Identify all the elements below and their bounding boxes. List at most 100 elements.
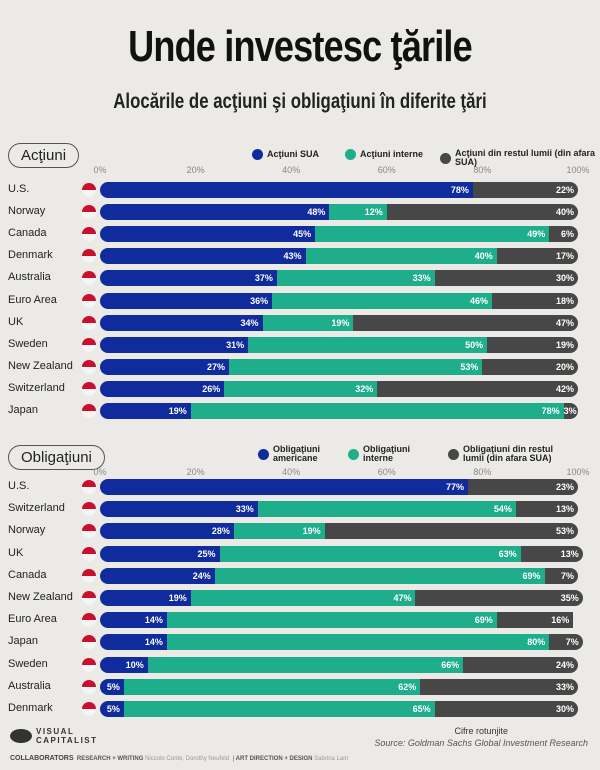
rest-segment: 24%: [463, 656, 578, 673]
us-segment: 24%: [100, 567, 215, 584]
domestic-segment: 78%: [190, 403, 564, 419]
us-segment: 33%: [100, 501, 258, 518]
flag-icon: [82, 271, 96, 286]
domestic-segment: 63%: [219, 545, 521, 562]
rest-segment: 13%: [515, 501, 578, 518]
rest-segment: 16%: [496, 612, 574, 629]
domestic-segment: 49%: [315, 226, 550, 243]
domestic-segment: 62%: [123, 678, 421, 695]
legend-label: Acţiuni SUA: [267, 149, 320, 159]
source: Source: Goldman Sachs Global Investment …: [374, 738, 588, 748]
country-label: Japan: [8, 635, 38, 648]
flag-icon: [82, 293, 96, 308]
legend-item: Obligaţiuni interne: [348, 445, 415, 463]
rest-segment: 53%: [324, 523, 578, 540]
rest-segment: 47%: [353, 314, 578, 331]
tick-label: 80%: [473, 165, 492, 175]
flag-icon: [82, 480, 96, 494]
research-label: RESEARCH + WRITING: [76, 756, 144, 762]
rest-segment: 40%: [386, 204, 578, 221]
us-segment: 5%: [100, 678, 124, 695]
domestic-segment: 33%: [276, 270, 435, 287]
country-label: Denmark: [8, 249, 53, 262]
legend-item: Acţiuni din restul lumii (din afara SUA): [440, 149, 600, 167]
logo: VISUAL CAPITALIST: [10, 727, 96, 745]
domestic-segment: 40%: [305, 248, 497, 265]
design-label: ART DIRECTION + DESIGN: [235, 756, 313, 762]
us-segment: 14%: [100, 612, 167, 629]
flag-icon: [82, 524, 96, 539]
tick-label: 100%: [566, 467, 590, 477]
rest-segment: 23%: [468, 479, 578, 495]
legend-swatch: [345, 149, 356, 160]
country-label: Australia: [8, 271, 51, 284]
domestic-segment: 47%: [190, 590, 416, 606]
legend-label: Acţiuni din restul lumii (din afara SUA): [455, 148, 596, 167]
section-label: Obligaţiuni: [8, 445, 105, 470]
us-segment: 36%: [100, 292, 273, 309]
flag-icon: [82, 657, 96, 672]
tick-label: 100%: [566, 165, 590, 175]
tick-label: 80%: [473, 467, 492, 477]
legend-label: Obligaţiuni americane: [273, 444, 320, 463]
rest-segment: 30%: [434, 701, 578, 717]
country-label: U.S.: [8, 480, 30, 492]
flag-icon: [82, 613, 96, 628]
rest-segment: 20%: [482, 358, 578, 375]
rest-segment: 35%: [415, 590, 583, 606]
tick-label: 0%: [93, 467, 107, 477]
country-label: Norway: [8, 205, 46, 218]
tick-label: 20%: [186, 467, 205, 477]
flag-icon: [82, 591, 96, 605]
credits: COLLABORATORS RESEARCH + WRITING Niccolo…: [10, 755, 349, 762]
tick-label: 20%: [186, 165, 205, 175]
rest-segment: 33%: [420, 678, 578, 695]
us-segment: 28%: [100, 523, 234, 540]
domestic-segment: 19%: [233, 523, 325, 540]
flag-icon: [82, 205, 96, 220]
rest-segment: 7%: [549, 634, 583, 651]
domestic-segment: 54%: [257, 501, 516, 518]
tick-label: 60%: [377, 467, 396, 477]
rounding-note: Cifre rotunjite: [454, 726, 508, 736]
domestic-segment: 65%: [123, 701, 435, 717]
domestic-segment: 66%: [147, 656, 464, 673]
domestic-segment: 32%: [224, 380, 378, 397]
legend-item: Acţiuni interne: [345, 149, 423, 160]
legend-label: Obligaţiuni interne: [363, 444, 410, 463]
country-label: New Zealand: [8, 591, 73, 603]
legend-item: Obligaţiuni americane: [258, 445, 325, 463]
us-segment: 26%: [100, 380, 225, 397]
flag-icon: [82, 568, 96, 583]
rest-segment: 30%: [434, 270, 578, 287]
flag-icon: [82, 502, 96, 517]
title: Unde investesc ţările: [128, 22, 473, 71]
subtitle: Alocările de acţiuni şi obligaţiuni în d…: [113, 90, 487, 113]
design-names: Sabrina Lam: [314, 756, 349, 762]
flag-icon: [82, 249, 96, 264]
us-segment: 25%: [100, 545, 220, 562]
legend-swatch: [252, 149, 263, 160]
domestic-segment: 12%: [329, 204, 387, 221]
country-label: Sweden: [8, 657, 48, 670]
flag-icon: [82, 404, 96, 418]
us-segment: 78%: [100, 182, 473, 198]
country-label: Norway: [8, 524, 46, 537]
us-segment: 10%: [100, 656, 148, 673]
flag-icon: [82, 315, 96, 330]
legend-swatch: [348, 448, 359, 460]
domestic-segment: 80%: [166, 634, 550, 651]
country-label: U.S.: [8, 183, 30, 195]
rest-segment: 17%: [496, 248, 578, 265]
tick-label: 0%: [93, 165, 107, 175]
us-segment: 14%: [100, 634, 167, 651]
rest-segment: 42%: [377, 380, 578, 397]
legend-swatch: [258, 448, 269, 460]
country-label: Sweden: [8, 337, 48, 350]
us-segment: 31%: [100, 336, 249, 353]
legend-label: Acţiuni interne: [360, 149, 424, 159]
flag-icon: [82, 227, 96, 242]
flag-icon: [82, 702, 96, 716]
us-segment: 45%: [100, 226, 316, 243]
tick-label: 60%: [377, 165, 396, 175]
